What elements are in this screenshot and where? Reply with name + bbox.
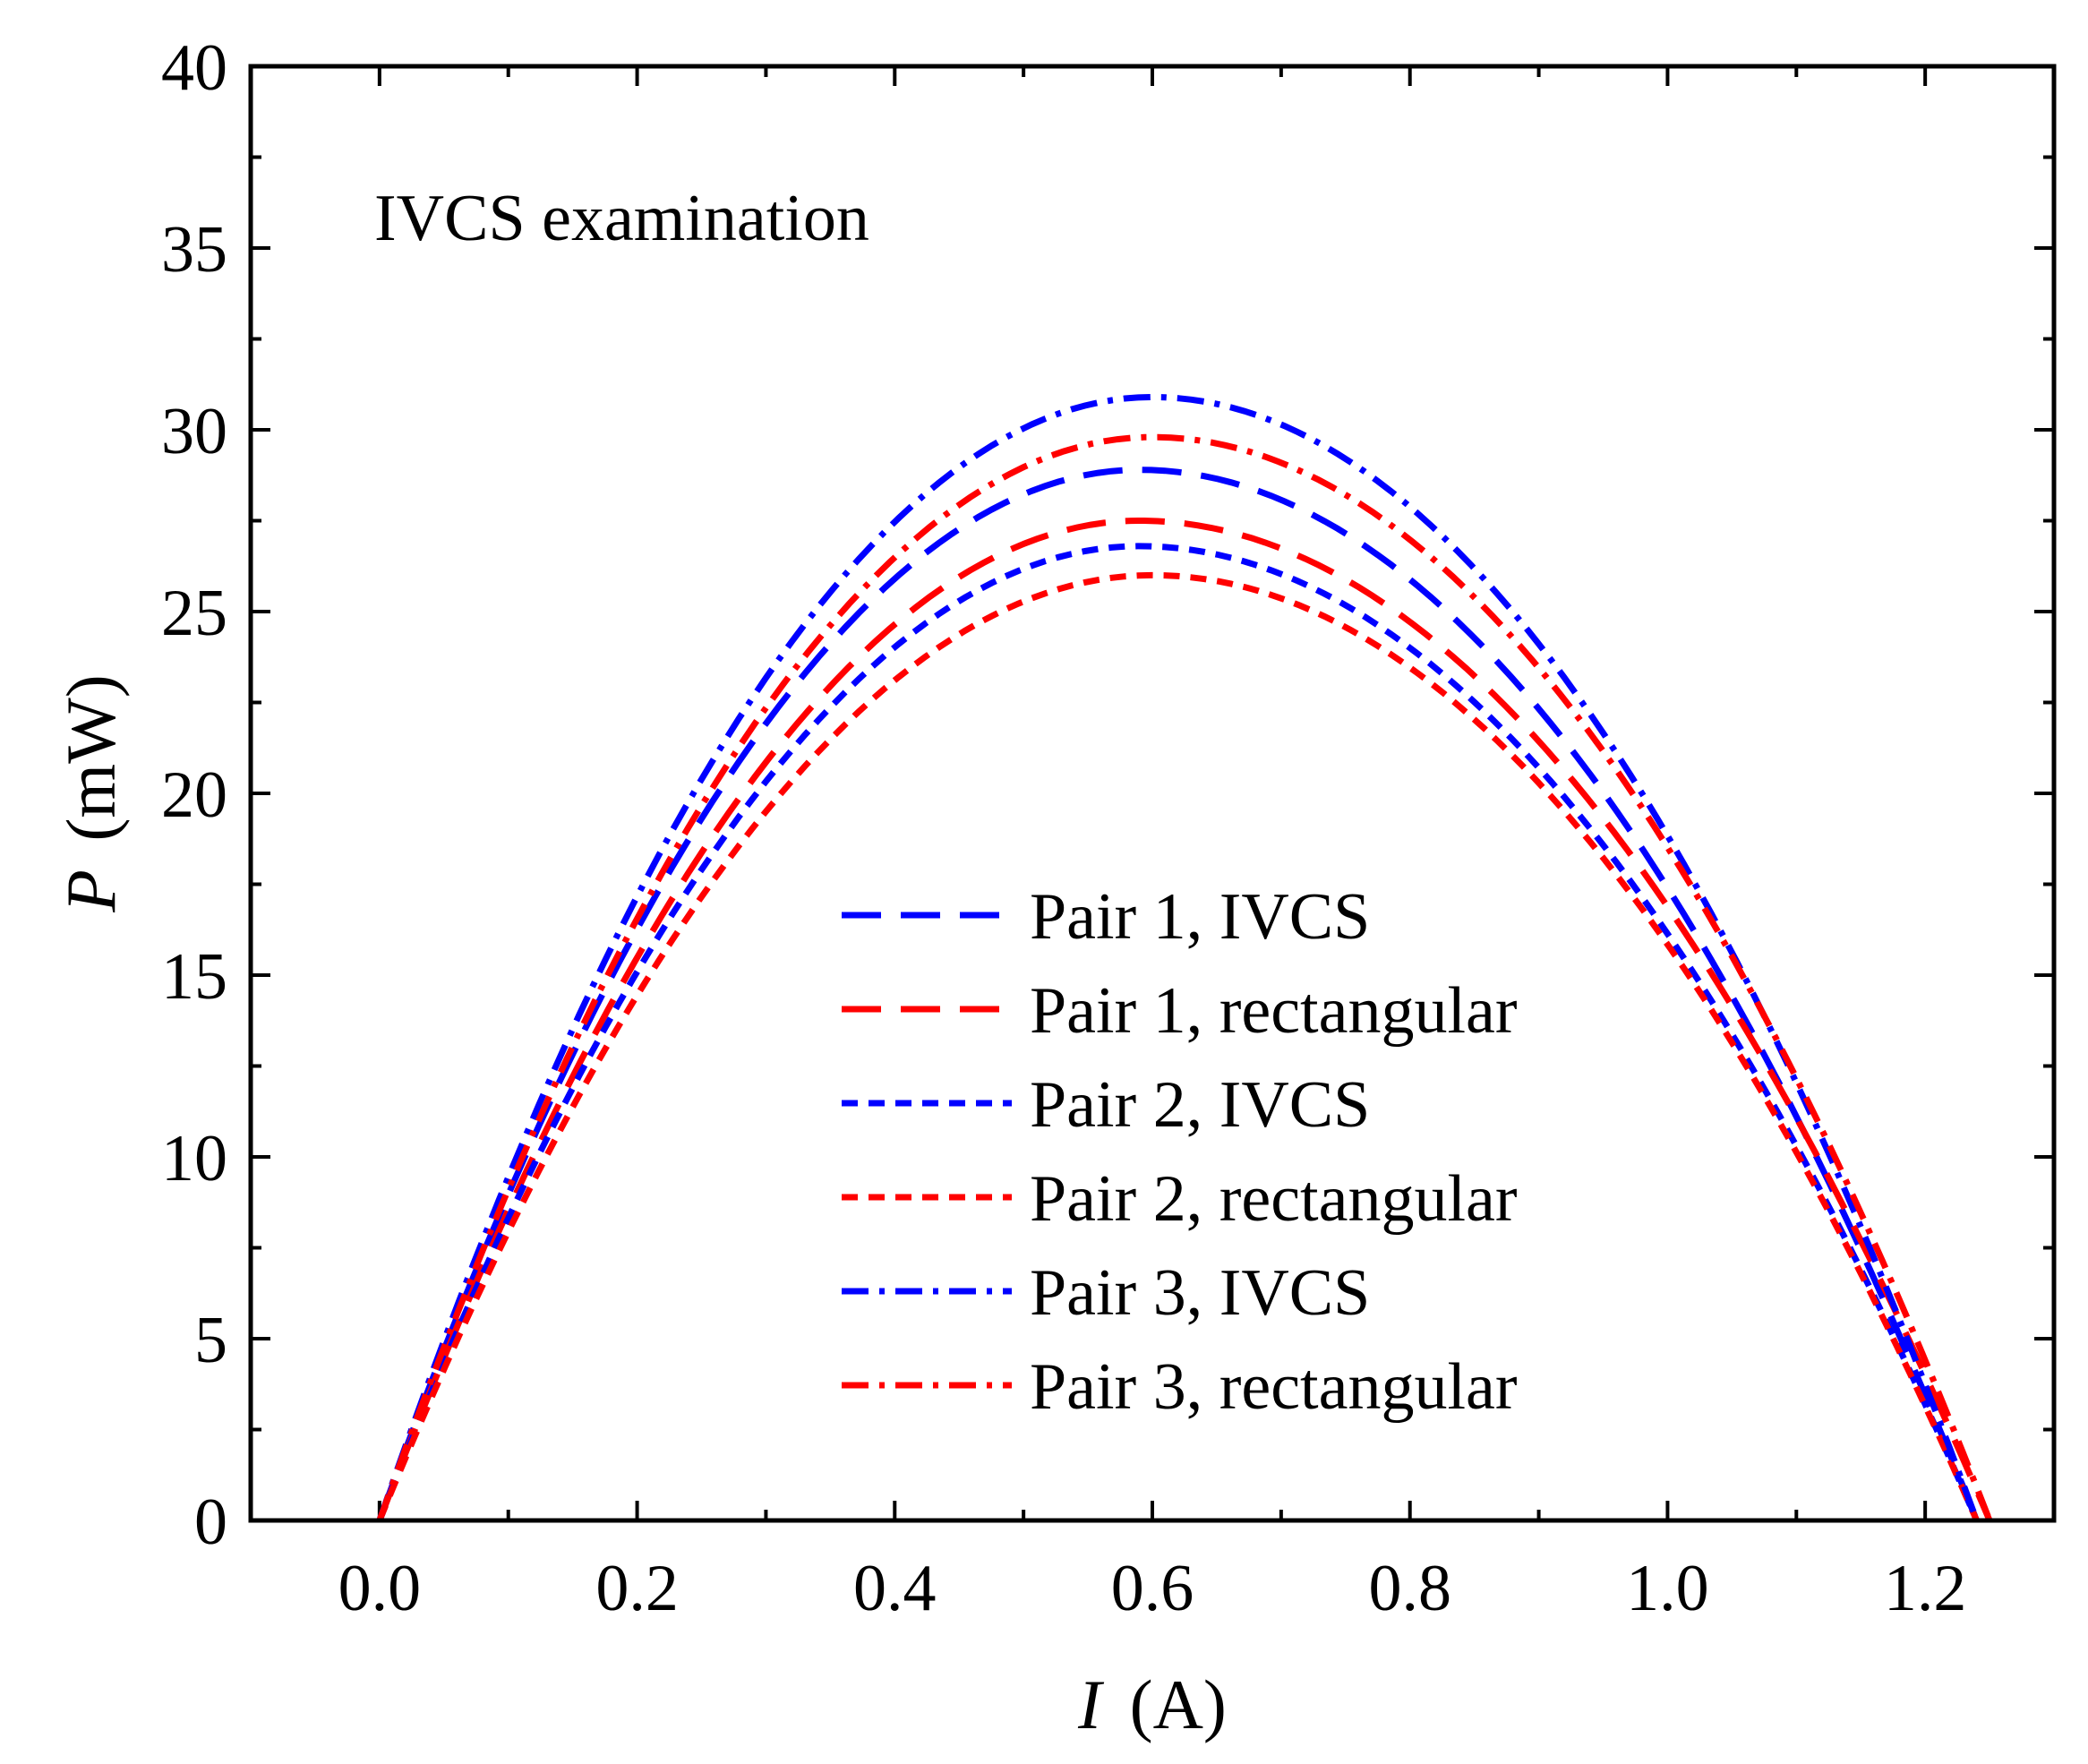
- legend-entry: Pair 3, rectangular: [842, 1350, 1518, 1424]
- y-tick-label: 40: [161, 31, 227, 105]
- y-tick-label: 20: [161, 758, 227, 832]
- x-tick-label: 0.0: [338, 1552, 422, 1625]
- y-tick-label: 30: [161, 395, 227, 468]
- y-tick-label: 0: [194, 1486, 227, 1559]
- series-line-4: [376, 571, 1980, 1522]
- series-line-5: [376, 393, 1980, 1522]
- legend-label: Pair 3, IVCS: [1030, 1256, 1370, 1330]
- x-tick-label: 0.2: [595, 1552, 679, 1625]
- x-tick-label: 0.4: [853, 1552, 937, 1625]
- y-tick-label: 10: [161, 1122, 227, 1195]
- x-axis-unit: (A): [1130, 1666, 1227, 1743]
- y-tick-label: 5: [194, 1304, 227, 1377]
- series-line-1: [376, 467, 1980, 1522]
- x-tick-label: 1.2: [1884, 1552, 1967, 1625]
- y-axis-unit: (mW): [52, 674, 130, 841]
- series-line-2: [376, 517, 1993, 1522]
- x-axis-title: I (A): [1077, 1666, 1227, 1743]
- legend-entry: Pair 2, rectangular: [842, 1162, 1518, 1236]
- y-tick-label: 15: [161, 940, 227, 1014]
- y-tick-label: 25: [161, 577, 227, 650]
- legend-entry: Pair 2, IVCS: [842, 1068, 1370, 1142]
- legend-label: Pair 2, rectangular: [1030, 1162, 1518, 1236]
- y-axis-symbol: P: [52, 869, 130, 913]
- legend-entry: Pair 1, IVCS: [842, 880, 1370, 954]
- x-tick-label: 0.8: [1368, 1552, 1451, 1625]
- y-tick-label: 35: [161, 213, 227, 287]
- legend-label: Pair 1, rectangular: [1030, 974, 1518, 1048]
- legend: Pair 1, IVCS Pair 1, rectangular Pair 2, I…: [842, 880, 1518, 1424]
- plot-frame: [248, 64, 2057, 1523]
- y-axis-ticks: 0 5 10 15 20 25 30 35 40: [161, 31, 2054, 1559]
- x-tick-label: 0.6: [1111, 1552, 1194, 1625]
- x-axis-symbol: I: [1077, 1666, 1105, 1743]
- annotation-label: IVCS examination: [374, 182, 869, 255]
- legend-label: Pair 2, IVCS: [1030, 1068, 1370, 1142]
- y-axis-title: P (mW): [52, 674, 130, 912]
- y-minor-ticks: [251, 155, 2054, 1432]
- legend-entry: Pair 1, rectangular: [842, 974, 1518, 1048]
- series-layer: [376, 393, 1993, 1522]
- legend-entry: Pair 3, IVCS: [842, 1256, 1370, 1330]
- x-axis-ticks: 0.0 0.2 0.4 0.6 0.8 1.0 1.2: [338, 66, 1967, 1625]
- x-tick-label: 1.0: [1626, 1552, 1709, 1625]
- series-line-3: [376, 543, 1980, 1522]
- legend-label: Pair 3, rectangular: [1030, 1350, 1518, 1424]
- legend-label: Pair 1, IVCS: [1030, 880, 1370, 954]
